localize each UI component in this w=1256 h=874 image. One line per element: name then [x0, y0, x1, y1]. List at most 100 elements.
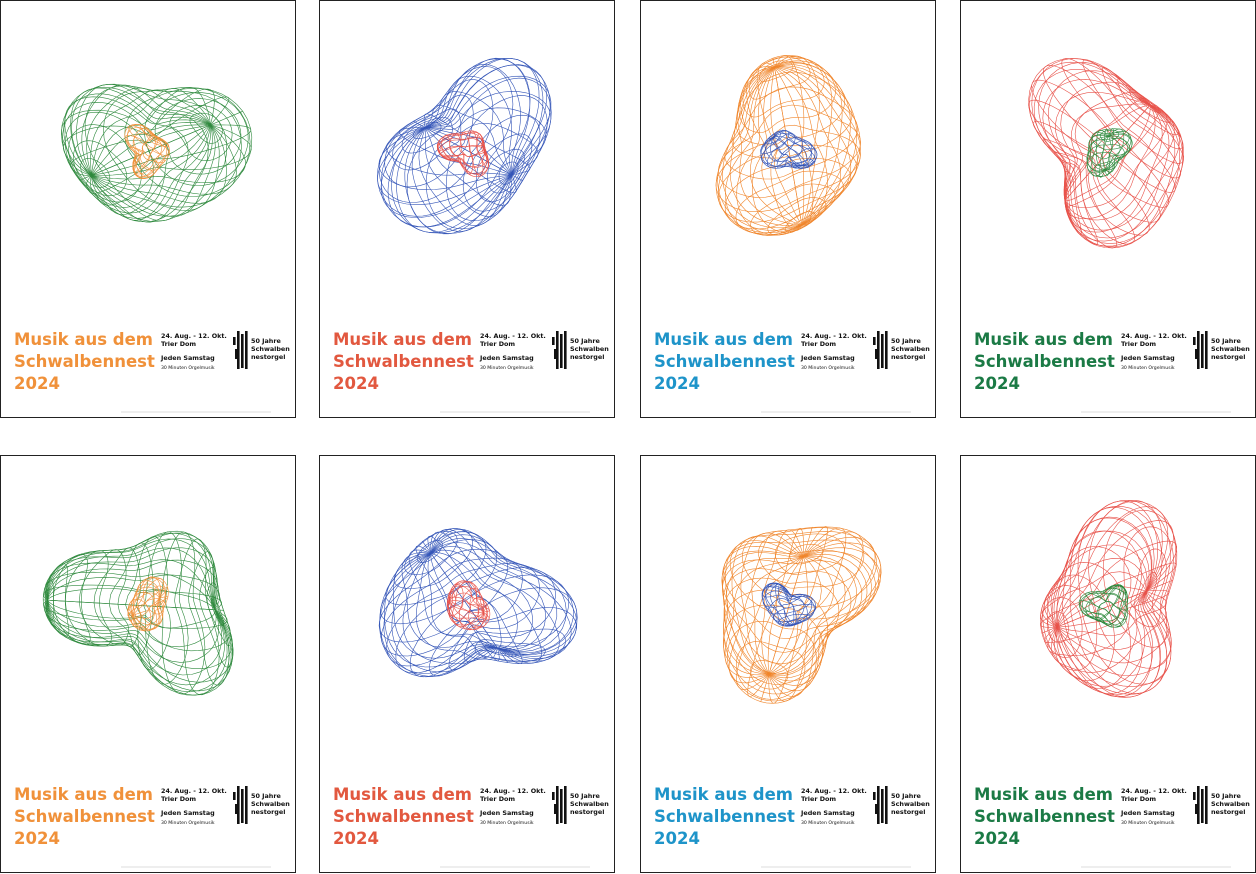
wire-line: [1064, 91, 1151, 201]
place: Trier Dom: [161, 795, 196, 803]
wire-line: [47, 600, 232, 696]
wire-line: [449, 599, 490, 620]
wire-line: [430, 531, 518, 649]
wire-line: [1097, 584, 1127, 622]
wire-line: [384, 553, 498, 668]
wire-line: [449, 600, 485, 631]
wire-line: [1031, 58, 1151, 201]
wire-line: [758, 527, 865, 589]
wire-line: [45, 547, 216, 610]
logo-text: nestorgel: [891, 808, 925, 816]
wire-line: [1056, 590, 1154, 696]
wire-line: [47, 588, 222, 611]
wire-line: [1056, 540, 1177, 628]
logo-bar: [875, 349, 878, 359]
poster-art: Musik aus dem Schwalbennest 2024 24. Aug. -…: [333, 528, 609, 868]
logo-bar: [1197, 331, 1200, 369]
wire-line: [424, 91, 512, 175]
wire-line: [91, 124, 211, 215]
logo-bar: [1205, 331, 1208, 369]
logo-text: Schwalben: [570, 800, 609, 808]
wire-line: [436, 132, 485, 155]
wire-line: [740, 66, 802, 226]
logo-text: 50 Jahre: [891, 792, 922, 800]
wire-line: [1097, 584, 1122, 622]
wire-line: [47, 599, 231, 652]
place: Trier Dom: [1121, 795, 1156, 803]
wire-line: [740, 532, 804, 675]
wire-line: [133, 136, 156, 173]
wire-line: [1064, 104, 1180, 231]
logo-bar: [1197, 786, 1200, 824]
wire-line: [772, 58, 803, 226]
logo-text: 50 Jahre: [1211, 792, 1242, 800]
wire-line: [1056, 506, 1169, 627]
wire-line: [427, 553, 498, 660]
wire-line: [440, 148, 488, 168]
schedule: Jeden Samstag: [160, 809, 215, 817]
wire-line: [1097, 585, 1121, 622]
wire-line: [1050, 517, 1152, 628]
wire-line: [133, 134, 156, 173]
schedule: Jeden Samstag: [1120, 809, 1175, 817]
wire-line: [1061, 58, 1181, 179]
wire-line: [86, 124, 211, 194]
title-line: Schwalbennest: [654, 807, 795, 826]
poster-art: Musik aus dem Schwalbennest 2024 24. Aug. -…: [974, 58, 1250, 413]
logo-bar: [241, 789, 244, 823]
wire-line: [47, 600, 230, 696]
poster-art: Musik aus dem Schwalbennest 2024 24. Aug. -…: [974, 499, 1250, 868]
wire-line: [430, 528, 547, 650]
wire-line: [447, 596, 484, 613]
title-line: 2024: [333, 829, 379, 848]
wire-line: [722, 556, 804, 676]
logo-bar: [241, 334, 244, 368]
wire-line: [1056, 520, 1174, 628]
wire-line: [1033, 69, 1151, 201]
wire-line: [728, 556, 804, 684]
schedule: Jeden Samstag: [160, 354, 215, 362]
wire-line: [133, 136, 170, 179]
wire-line: [393, 553, 498, 659]
title-line: Schwalbennest: [14, 352, 155, 371]
logo-bar: [1205, 786, 1208, 824]
wire-line: [424, 127, 517, 194]
duration: 30 Minuten Orgelmusik: [480, 820, 534, 826]
title-line: Musik aus dem: [974, 330, 1113, 349]
wire-line: [44, 600, 219, 663]
wire-line: [760, 137, 802, 167]
wire-line: [1056, 590, 1172, 676]
wire-line: [1048, 70, 1151, 201]
wire-line: [773, 136, 816, 167]
wire-line: [1041, 558, 1147, 628]
wire-line: [1064, 104, 1175, 221]
wire-line: [129, 597, 160, 621]
title-line: Schwalbennest: [333, 807, 474, 826]
logo-bar: [877, 331, 880, 369]
wire-line: [757, 62, 803, 226]
wire-line: [773, 131, 808, 166]
wire-line: [424, 105, 512, 175]
wire-line: [1064, 104, 1183, 248]
wire-line: [401, 552, 498, 649]
wire-line: [425, 90, 552, 176]
title-line: Musik aus dem: [654, 330, 793, 349]
logo-text: Schwalben: [570, 345, 609, 353]
wire-line: [773, 137, 803, 170]
wire-line: [132, 578, 165, 615]
wire-line: [131, 598, 160, 628]
title-line: Schwalbennest: [333, 352, 474, 371]
wire-line: [724, 66, 802, 236]
schedule: Jeden Samstag: [800, 354, 855, 362]
wire-line: [424, 57, 531, 175]
wire-line: [762, 583, 794, 626]
wire-line: [108, 542, 154, 656]
wire-line: [76, 84, 211, 176]
wire-line: [430, 552, 542, 664]
logo-text: nestorgel: [251, 808, 285, 816]
wire-line: [79, 124, 211, 181]
wire-line: [761, 582, 794, 625]
wire-line: [411, 127, 512, 232]
wire-line: [377, 127, 512, 205]
wire-line: [391, 57, 544, 234]
